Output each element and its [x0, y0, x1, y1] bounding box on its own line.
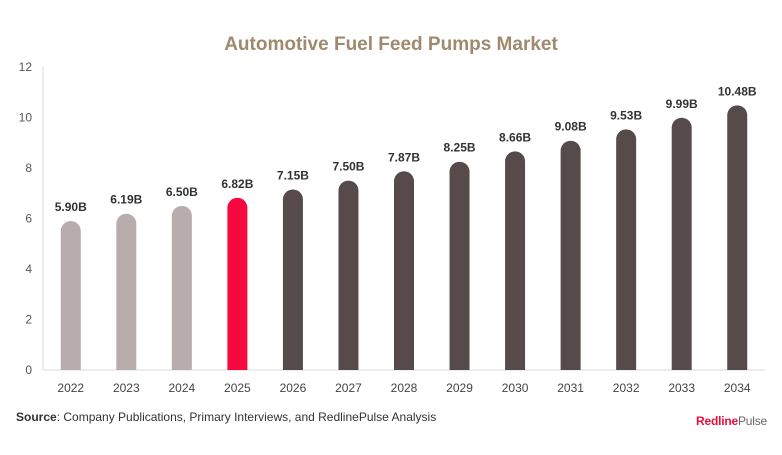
source-text: : Company Publications, Primary Intervie…: [56, 410, 437, 424]
bar-2034: [727, 105, 748, 370]
y-tick-label: 10: [19, 111, 33, 125]
y-tick-label: 2: [25, 313, 32, 327]
data-label: 6.50B: [166, 185, 198, 199]
bar-2022: [60, 221, 81, 370]
x-tick-label: 2032: [613, 381, 640, 395]
data-label: 9.99B: [666, 97, 698, 111]
x-tick-label: 2034: [724, 381, 751, 395]
data-label: 10.48B: [718, 84, 757, 98]
data-label: 6.19B: [110, 193, 142, 207]
bar-2024: [171, 205, 192, 370]
bar-2032: [616, 129, 637, 370]
x-tick-label: 2028: [391, 381, 418, 395]
data-label: 9.08B: [555, 120, 587, 134]
y-tick-label: 12: [19, 60, 33, 74]
bar-2031: [560, 140, 581, 370]
x-tick-label: 2030: [502, 381, 529, 395]
data-label: 6.82B: [221, 177, 253, 191]
bar-2029: [449, 161, 470, 370]
y-tick-label: 6: [25, 212, 32, 226]
x-tick-label: 2023: [113, 381, 140, 395]
x-tick-label: 2031: [557, 381, 584, 395]
y-tick-label: 8: [25, 161, 32, 175]
x-tick-label: 2024: [168, 381, 195, 395]
x-tick-label: 2026: [280, 381, 307, 395]
data-label: 7.87B: [388, 150, 420, 164]
redlinepulse-logo: RedlinePulse: [696, 414, 767, 428]
x-tick-label: 2025: [224, 381, 251, 395]
x-tick-label: 2022: [57, 381, 84, 395]
x-tick-label: 2029: [446, 381, 473, 395]
bar-chart: 0 2 4 6 8 10 12 5.90B 2022 6.19B 2023 6.50B 2024 6.82…: [19, 60, 765, 395]
bar-2028: [394, 171, 414, 370]
data-label: 8.66B: [499, 130, 531, 144]
chart-title: Automotive Fuel Feed Pumps Market: [224, 34, 558, 55]
bar-2025: [227, 197, 248, 370]
y-tick-label: 4: [25, 262, 32, 276]
x-tick-label: 2033: [668, 381, 695, 395]
bar-2023: [116, 213, 137, 370]
bar-2033: [671, 117, 692, 370]
x-tick-label: 2027: [335, 381, 362, 395]
source-note: Source: Company Publications, Primary In…: [16, 410, 436, 424]
bar-2030: [505, 151, 526, 370]
data-label: 5.90B: [55, 200, 87, 214]
source-label: Source: [16, 410, 57, 424]
data-label: 9.53B: [610, 108, 642, 122]
data-label: 7.15B: [277, 168, 309, 182]
data-label: 7.50B: [332, 160, 364, 174]
bar-2027: [338, 180, 359, 370]
y-tick-label: 0: [25, 363, 32, 377]
bar-2026: [282, 189, 303, 370]
data-label: 8.25B: [444, 141, 476, 155]
